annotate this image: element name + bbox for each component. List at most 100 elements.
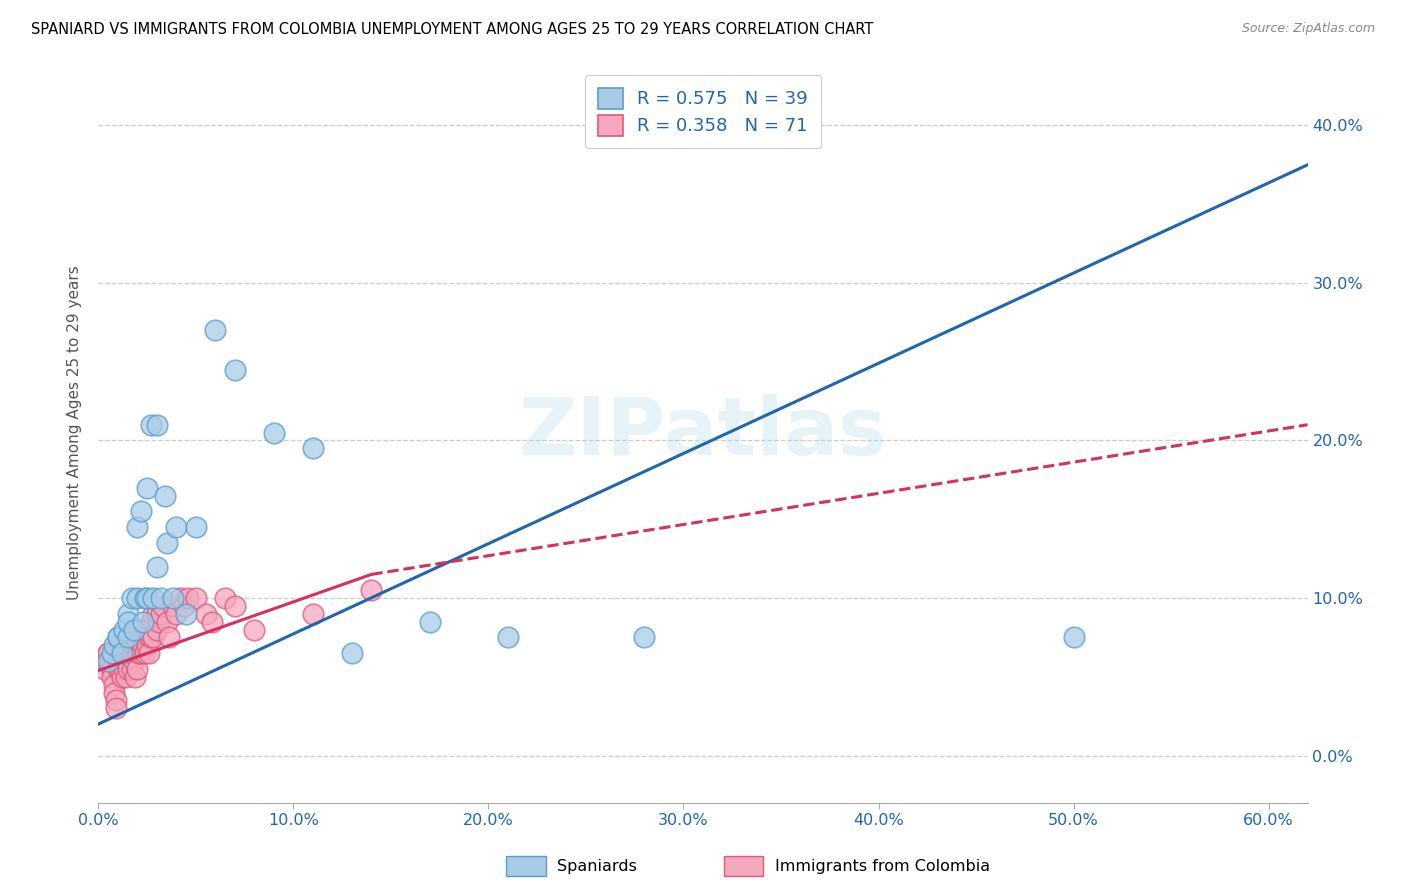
Point bbox=[142, 631, 165, 645]
Point bbox=[139, 615, 162, 629]
Point bbox=[177, 591, 200, 605]
Point bbox=[243, 623, 266, 637]
Point bbox=[263, 425, 285, 440]
Point bbox=[103, 685, 125, 699]
Point bbox=[112, 623, 135, 637]
Point bbox=[148, 615, 170, 629]
Text: SPANIARD VS IMMIGRANTS FROM COLOMBIA UNEMPLOYMENT AMONG AGES 25 TO 29 YEARS CORR: SPANIARD VS IMMIGRANTS FROM COLOMBIA UNE… bbox=[31, 22, 873, 37]
Point bbox=[214, 591, 236, 605]
Point bbox=[184, 591, 207, 605]
Point bbox=[127, 638, 149, 652]
Point bbox=[98, 654, 121, 668]
Point bbox=[131, 646, 153, 660]
Point bbox=[165, 607, 187, 621]
Point bbox=[127, 520, 149, 534]
Point bbox=[122, 654, 145, 668]
Point bbox=[103, 638, 125, 652]
Point bbox=[134, 631, 156, 645]
Point bbox=[131, 631, 153, 645]
Point bbox=[156, 536, 179, 550]
Point bbox=[96, 654, 118, 668]
Point bbox=[104, 701, 127, 715]
Point bbox=[169, 591, 191, 605]
Point bbox=[142, 607, 165, 621]
Text: ZIPatlas: ZIPatlas bbox=[519, 393, 887, 472]
Point bbox=[302, 442, 325, 456]
Point bbox=[146, 607, 169, 621]
Point bbox=[173, 599, 195, 613]
Point bbox=[139, 417, 162, 432]
Point bbox=[149, 591, 172, 605]
Point bbox=[162, 599, 184, 613]
Point bbox=[128, 646, 150, 660]
Point bbox=[97, 654, 120, 668]
Point bbox=[134, 646, 156, 660]
Point bbox=[127, 646, 149, 660]
Point bbox=[174, 607, 197, 621]
Point bbox=[101, 670, 124, 684]
Point bbox=[101, 646, 124, 660]
Point bbox=[121, 591, 143, 605]
Point bbox=[156, 615, 179, 629]
Text: Immigrants from Colombia: Immigrants from Colombia bbox=[775, 859, 990, 873]
Point bbox=[146, 417, 169, 432]
Point bbox=[146, 623, 169, 637]
Point bbox=[138, 631, 160, 645]
Point bbox=[162, 591, 184, 605]
Point bbox=[108, 662, 131, 676]
Point bbox=[122, 638, 145, 652]
Point bbox=[121, 662, 143, 676]
Point bbox=[131, 504, 153, 518]
Point bbox=[114, 670, 136, 684]
Point bbox=[200, 615, 222, 629]
Point bbox=[117, 631, 139, 645]
Point bbox=[93, 662, 115, 676]
Point bbox=[139, 631, 162, 645]
Point bbox=[112, 646, 135, 660]
Point bbox=[136, 623, 159, 637]
Point bbox=[104, 693, 127, 707]
Text: Source: ZipAtlas.com: Source: ZipAtlas.com bbox=[1241, 22, 1375, 36]
Point bbox=[142, 591, 165, 605]
Point bbox=[111, 670, 134, 684]
Point bbox=[132, 623, 155, 637]
Point bbox=[132, 638, 155, 652]
Point bbox=[111, 654, 134, 668]
Point bbox=[496, 631, 519, 645]
Point bbox=[224, 599, 246, 613]
Point bbox=[107, 646, 129, 660]
Y-axis label: Unemployment Among Ages 25 to 29 years: Unemployment Among Ages 25 to 29 years bbox=[67, 265, 83, 600]
Point bbox=[118, 638, 141, 652]
Point bbox=[136, 481, 159, 495]
Point bbox=[121, 646, 143, 660]
Point bbox=[127, 591, 149, 605]
Point bbox=[204, 323, 226, 337]
Point bbox=[108, 646, 131, 660]
Point bbox=[107, 631, 129, 645]
Point bbox=[117, 631, 139, 645]
Bar bbox=[724, 856, 763, 876]
Point bbox=[97, 646, 120, 660]
Point bbox=[157, 631, 180, 645]
Point bbox=[122, 623, 145, 637]
Point bbox=[224, 362, 246, 376]
Point bbox=[117, 615, 139, 629]
Point bbox=[194, 607, 217, 621]
Legend: R = 0.575   N = 39, R = 0.358   N = 71: R = 0.575 N = 39, R = 0.358 N = 71 bbox=[585, 75, 821, 148]
Point bbox=[360, 583, 382, 598]
Point bbox=[138, 646, 160, 660]
Point bbox=[1063, 631, 1085, 645]
Point bbox=[117, 607, 139, 621]
Point bbox=[107, 654, 129, 668]
Point bbox=[146, 559, 169, 574]
Point bbox=[127, 662, 149, 676]
Point bbox=[107, 662, 129, 676]
Point bbox=[114, 654, 136, 668]
Point bbox=[152, 599, 174, 613]
Point bbox=[107, 631, 129, 645]
Point bbox=[153, 489, 176, 503]
Point bbox=[117, 646, 139, 660]
Point bbox=[97, 646, 120, 660]
Point bbox=[103, 678, 125, 692]
Point bbox=[136, 638, 159, 652]
